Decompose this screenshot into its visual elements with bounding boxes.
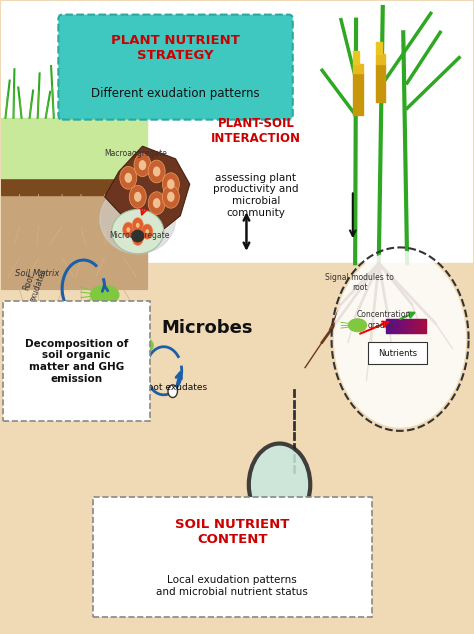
Circle shape [123, 222, 134, 237]
Circle shape [148, 191, 165, 214]
Bar [421, 319, 422, 333]
Bar [394, 319, 395, 333]
Bar [401, 319, 402, 333]
Bar [411, 319, 413, 333]
Bar [402, 319, 403, 333]
Circle shape [139, 160, 146, 171]
Bar [0, 178, 147, 195]
Bar [0, 118, 147, 178]
Text: Different exudation patterns: Different exudation patterns [91, 87, 260, 100]
Text: assessing plant
productivity and
microbial
community: assessing plant productivity and microbi… [213, 173, 299, 217]
Circle shape [167, 191, 174, 202]
Ellipse shape [348, 319, 366, 332]
Circle shape [153, 198, 160, 208]
Text: Root exudates: Root exudates [143, 383, 208, 392]
Text: Concentration
gradient: Concentration gradient [356, 311, 410, 330]
Circle shape [334, 250, 466, 428]
Bar [425, 319, 426, 333]
Bar [397, 319, 398, 333]
Circle shape [132, 230, 144, 245]
Bar [419, 319, 421, 333]
Circle shape [168, 385, 177, 398]
Circle shape [162, 185, 179, 208]
Bar [407, 319, 409, 333]
Bar [353, 74, 363, 115]
Circle shape [127, 227, 130, 232]
Ellipse shape [112, 209, 164, 254]
FancyBboxPatch shape [93, 497, 372, 618]
Bar [353, 51, 359, 64]
Bar [414, 319, 415, 333]
Ellipse shape [100, 184, 175, 254]
Bar [409, 319, 410, 333]
Text: Nutrients: Nutrients [378, 349, 417, 358]
Text: Signal modules to
root: Signal modules to root [326, 273, 394, 292]
Circle shape [146, 229, 149, 234]
Bar [0, 263, 474, 633]
Circle shape [120, 167, 137, 189]
FancyBboxPatch shape [3, 301, 150, 422]
Circle shape [129, 185, 146, 208]
Ellipse shape [132, 230, 144, 242]
Bar [376, 42, 382, 55]
Bar [0, 86, 147, 288]
Circle shape [134, 191, 142, 202]
Text: Local exudation patterns
and microbial nutrient status: Local exudation patterns and microbial n… [156, 575, 308, 597]
Circle shape [132, 217, 144, 233]
Bar [406, 319, 407, 333]
Bar [410, 319, 411, 333]
Bar [405, 319, 406, 333]
Text: Decomposition of
soil organic
matter and GHG
emission: Decomposition of soil organic matter and… [25, 339, 128, 384]
Text: PLANT-SOIL
INTERACTION: PLANT-SOIL INTERACTION [211, 117, 301, 145]
Circle shape [153, 167, 160, 176]
Text: SOIL NUTRIENT
CONTENT: SOIL NUTRIENT CONTENT [175, 519, 290, 547]
Bar [391, 319, 392, 333]
Ellipse shape [127, 337, 153, 354]
Text: PLANT NUTRIENT
STRATEGY: PLANT NUTRIENT STRATEGY [111, 34, 240, 62]
Bar [376, 55, 385, 64]
Bar [418, 319, 419, 333]
Polygon shape [105, 146, 190, 235]
FancyBboxPatch shape [368, 342, 427, 364]
Bar [387, 319, 389, 333]
Bar [403, 319, 405, 333]
Bar [0, 1, 474, 263]
FancyBboxPatch shape [58, 15, 293, 120]
Text: Root
exudates: Root exudates [18, 263, 49, 303]
Circle shape [136, 223, 140, 228]
Bar [398, 319, 399, 333]
Circle shape [136, 235, 140, 240]
Circle shape [148, 160, 165, 183]
Bar [395, 319, 397, 333]
Text: Microbes: Microbes [161, 319, 253, 337]
Text: Macroaggregate: Macroaggregate [105, 149, 167, 158]
Bar [399, 319, 401, 333]
Bar [0, 195, 147, 288]
Circle shape [134, 154, 151, 176]
Circle shape [249, 444, 310, 526]
Text: Microaggregate: Microaggregate [109, 231, 170, 240]
Bar [353, 64, 363, 74]
Bar [390, 319, 391, 333]
Circle shape [125, 172, 132, 183]
Circle shape [167, 179, 174, 189]
Bar [413, 319, 414, 333]
Bar [415, 319, 417, 333]
Circle shape [142, 224, 153, 239]
Bar [422, 319, 423, 333]
Text: Soil Matrix: Soil Matrix [15, 269, 59, 278]
Bar [386, 319, 387, 333]
Bar [423, 319, 425, 333]
Circle shape [91, 304, 101, 318]
Bar [392, 319, 394, 333]
Circle shape [162, 172, 179, 195]
Ellipse shape [91, 285, 119, 304]
Bar [417, 319, 418, 333]
Bar [376, 64, 385, 102]
Bar [389, 319, 390, 333]
